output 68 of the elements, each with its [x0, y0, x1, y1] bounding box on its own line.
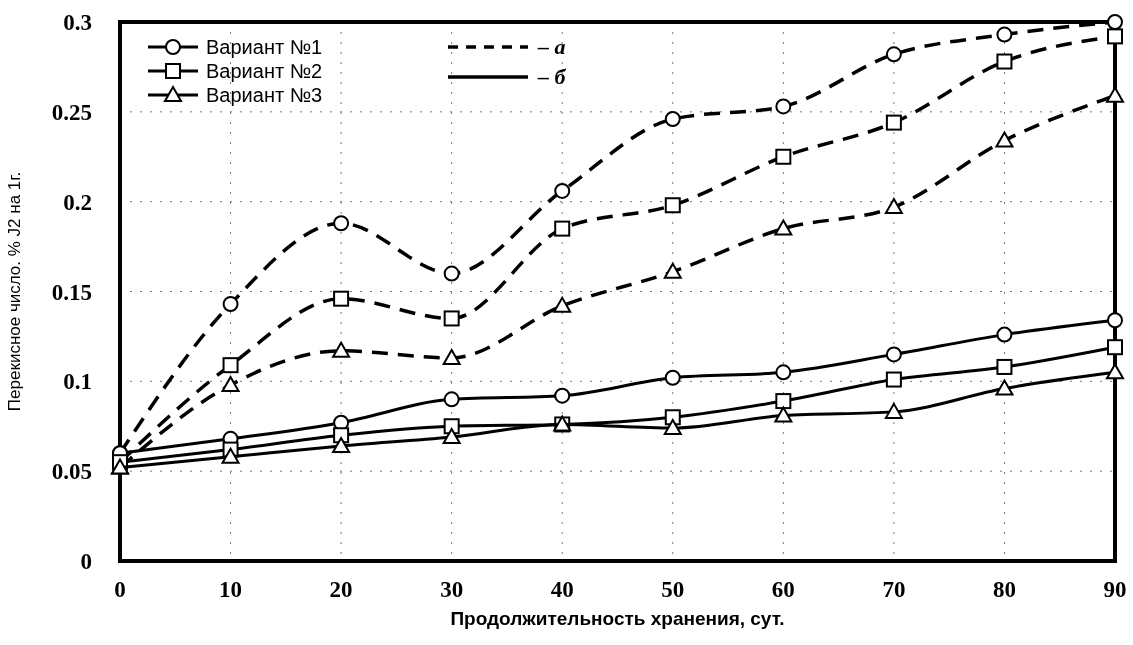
- x-tick-label: 60: [771, 577, 795, 602]
- x-tick-label: 30: [440, 577, 464, 602]
- point: [996, 326, 1013, 343]
- annotation: – б: [537, 64, 567, 89]
- point: [1107, 14, 1123, 30]
- point: [774, 219, 793, 236]
- point: [443, 265, 460, 282]
- point: [442, 348, 461, 365]
- point: [443, 310, 460, 327]
- legend-label: Вариант №3: [206, 84, 323, 106]
- point: [775, 98, 792, 115]
- point: [996, 358, 1013, 375]
- x-tick-label: 40: [550, 577, 574, 602]
- point: [554, 220, 571, 237]
- y-tick-label: 0.1: [63, 369, 92, 395]
- point: [333, 290, 350, 307]
- x-tick-label: 0: [114, 577, 126, 602]
- point: [443, 391, 460, 408]
- y-tick-label: 0: [80, 549, 92, 574]
- point: [995, 131, 1014, 148]
- x-tick-label: 80: [992, 577, 1016, 602]
- point: [663, 262, 682, 279]
- y-axis-title: Перекисное число. % J2 на 1г.: [5, 171, 24, 412]
- point: [885, 46, 902, 63]
- point: [222, 357, 239, 374]
- point: [442, 428, 461, 445]
- point: [663, 419, 682, 436]
- point: [554, 182, 571, 199]
- x-tick-label: 90: [1103, 577, 1127, 602]
- point: [1107, 28, 1123, 45]
- x-tick-label: 20: [329, 577, 353, 602]
- point: [333, 215, 350, 232]
- point: [553, 296, 572, 313]
- point: [554, 387, 571, 404]
- y-tick-label: 0.05: [51, 459, 92, 485]
- point: [332, 341, 351, 358]
- point: [884, 402, 903, 419]
- point: [885, 346, 902, 363]
- legend-label: Вариант №2: [206, 60, 323, 82]
- point: [995, 379, 1014, 396]
- x-axis-title: Продолжительность хранения, сут.: [450, 608, 785, 629]
- y-tick-label: 0.3: [63, 10, 92, 35]
- point: [1107, 312, 1123, 329]
- point: [884, 198, 903, 215]
- x-tick-label: 50: [661, 577, 685, 602]
- x-tick-label: 10: [219, 577, 243, 602]
- point: [664, 197, 681, 214]
- y-tick-label: 0.25: [51, 99, 92, 125]
- point: [775, 364, 792, 381]
- point: [221, 375, 240, 392]
- point: [332, 437, 351, 454]
- point: [996, 26, 1013, 43]
- annotation: – а: [537, 34, 566, 59]
- point: [885, 371, 902, 388]
- point: [221, 447, 240, 464]
- point: [775, 393, 792, 410]
- point: [774, 406, 793, 423]
- y-tick-label: 0.15: [51, 279, 92, 305]
- x-tick-label: 70: [882, 577, 906, 602]
- point: [1107, 339, 1123, 356]
- point: [664, 369, 681, 386]
- point: [775, 148, 792, 165]
- point: [996, 53, 1013, 70]
- point: [664, 111, 681, 128]
- point: [885, 114, 902, 131]
- y-tick-label: 0.2: [63, 189, 92, 215]
- legend-label: Вариант №1: [206, 36, 323, 58]
- point: [222, 296, 239, 313]
